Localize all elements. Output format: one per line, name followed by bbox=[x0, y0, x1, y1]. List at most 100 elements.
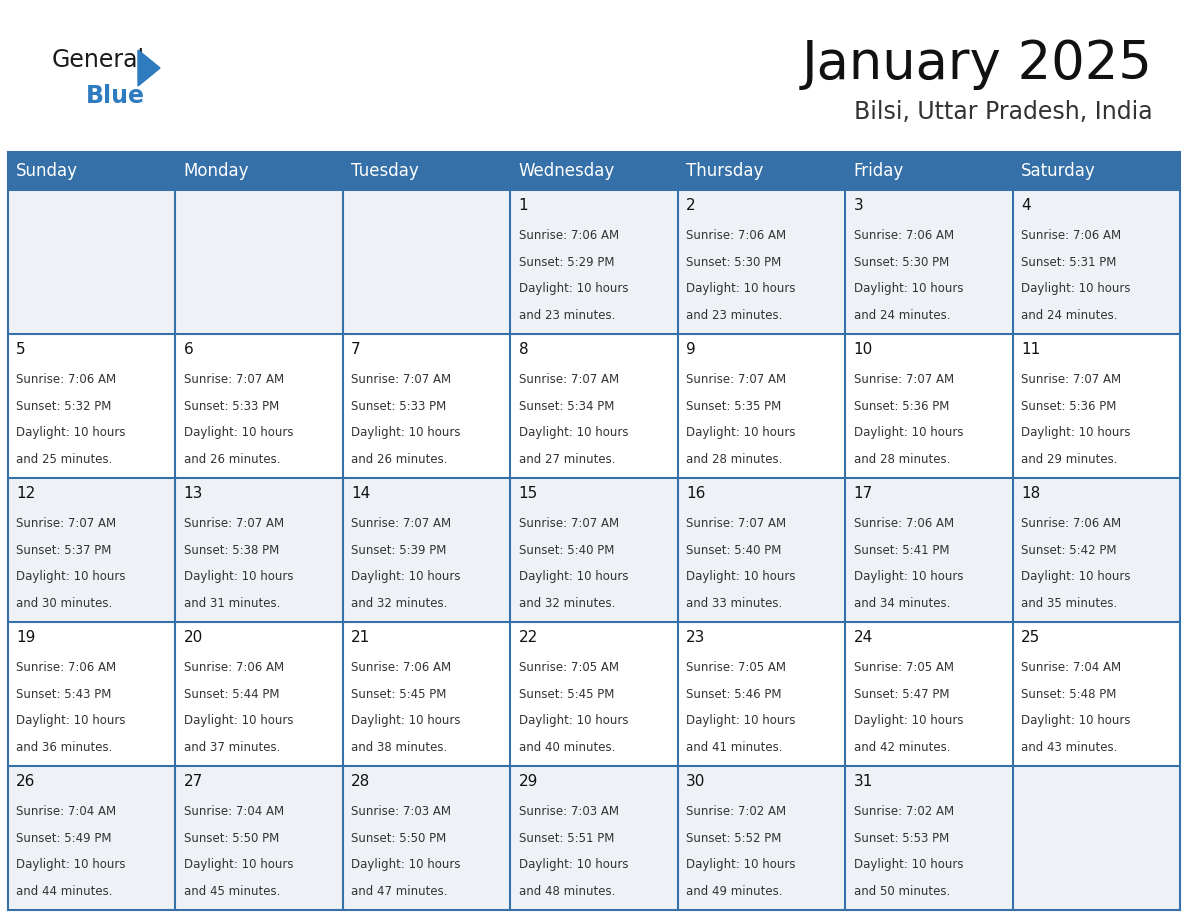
Text: and 47 minutes.: and 47 minutes. bbox=[352, 885, 448, 898]
Text: and 32 minutes.: and 32 minutes. bbox=[352, 597, 448, 610]
Text: Sunset: 5:38 PM: Sunset: 5:38 PM bbox=[184, 543, 279, 556]
Text: 14: 14 bbox=[352, 486, 371, 501]
Text: 6: 6 bbox=[184, 342, 194, 357]
Text: 15: 15 bbox=[519, 486, 538, 501]
Text: Sunrise: 7:07 AM: Sunrise: 7:07 AM bbox=[352, 517, 451, 530]
Text: Sunset: 5:50 PM: Sunset: 5:50 PM bbox=[184, 832, 279, 845]
Text: Sunrise: 7:06 AM: Sunrise: 7:06 AM bbox=[184, 661, 284, 674]
Text: Daylight: 10 hours: Daylight: 10 hours bbox=[687, 858, 796, 871]
Bar bbox=[677, 152, 845, 190]
Bar bbox=[176, 766, 343, 910]
Text: 26: 26 bbox=[17, 774, 36, 789]
Text: and 25 minutes.: and 25 minutes. bbox=[17, 453, 113, 465]
Text: and 41 minutes.: and 41 minutes. bbox=[687, 741, 783, 754]
Text: 11: 11 bbox=[1020, 342, 1041, 357]
Text: Daylight: 10 hours: Daylight: 10 hours bbox=[519, 714, 628, 727]
Bar bbox=[8, 152, 176, 190]
Text: Sunset: 5:49 PM: Sunset: 5:49 PM bbox=[17, 832, 112, 845]
Text: and 26 minutes.: and 26 minutes. bbox=[352, 453, 448, 465]
Text: and 34 minutes.: and 34 minutes. bbox=[853, 597, 950, 610]
Text: Sunset: 5:42 PM: Sunset: 5:42 PM bbox=[1020, 543, 1117, 556]
Text: January 2025: January 2025 bbox=[802, 38, 1154, 90]
Text: and 37 minutes.: and 37 minutes. bbox=[184, 741, 280, 754]
Text: Sunrise: 7:05 AM: Sunrise: 7:05 AM bbox=[687, 661, 786, 674]
Text: Sunset: 5:40 PM: Sunset: 5:40 PM bbox=[687, 543, 782, 556]
Text: Sunrise: 7:07 AM: Sunrise: 7:07 AM bbox=[687, 517, 786, 530]
Text: Monday: Monday bbox=[184, 162, 249, 180]
Text: Sunrise: 7:04 AM: Sunrise: 7:04 AM bbox=[17, 805, 116, 818]
Text: Sunset: 5:51 PM: Sunset: 5:51 PM bbox=[519, 832, 614, 845]
Bar bbox=[511, 478, 677, 622]
Text: Saturday: Saturday bbox=[1020, 162, 1095, 180]
Text: Sunrise: 7:07 AM: Sunrise: 7:07 AM bbox=[184, 517, 284, 530]
Text: Sunset: 5:37 PM: Sunset: 5:37 PM bbox=[17, 543, 112, 556]
Text: Sunrise: 7:06 AM: Sunrise: 7:06 AM bbox=[352, 661, 451, 674]
Bar bbox=[176, 478, 343, 622]
Text: and 31 minutes.: and 31 minutes. bbox=[184, 597, 280, 610]
Text: Daylight: 10 hours: Daylight: 10 hours bbox=[184, 426, 293, 439]
Text: Sunrise: 7:03 AM: Sunrise: 7:03 AM bbox=[519, 805, 619, 818]
Text: and 29 minutes.: and 29 minutes. bbox=[1020, 453, 1118, 465]
Text: Daylight: 10 hours: Daylight: 10 hours bbox=[184, 858, 293, 871]
Text: 29: 29 bbox=[519, 774, 538, 789]
Text: 19: 19 bbox=[17, 630, 36, 645]
Text: 13: 13 bbox=[184, 486, 203, 501]
Text: 17: 17 bbox=[853, 486, 873, 501]
Text: Sunset: 5:40 PM: Sunset: 5:40 PM bbox=[519, 543, 614, 556]
Bar bbox=[845, 152, 1012, 190]
Text: and 28 minutes.: and 28 minutes. bbox=[853, 453, 950, 465]
Bar bbox=[677, 190, 845, 334]
Text: Wednesday: Wednesday bbox=[519, 162, 615, 180]
Text: Daylight: 10 hours: Daylight: 10 hours bbox=[352, 858, 461, 871]
Text: 2: 2 bbox=[687, 198, 696, 213]
Text: 12: 12 bbox=[17, 486, 36, 501]
Text: and 44 minutes.: and 44 minutes. bbox=[17, 885, 113, 898]
Text: Sunrise: 7:04 AM: Sunrise: 7:04 AM bbox=[184, 805, 284, 818]
Text: and 27 minutes.: and 27 minutes. bbox=[519, 453, 615, 465]
Text: and 38 minutes.: and 38 minutes. bbox=[352, 741, 448, 754]
Text: 22: 22 bbox=[519, 630, 538, 645]
Bar bbox=[511, 190, 677, 334]
Bar bbox=[845, 622, 1012, 766]
Text: and 48 minutes.: and 48 minutes. bbox=[519, 885, 615, 898]
Bar bbox=[1012, 622, 1180, 766]
Text: 30: 30 bbox=[687, 774, 706, 789]
Bar bbox=[1012, 334, 1180, 478]
Bar bbox=[343, 478, 511, 622]
Text: Daylight: 10 hours: Daylight: 10 hours bbox=[1020, 714, 1131, 727]
Text: Sunrise: 7:02 AM: Sunrise: 7:02 AM bbox=[853, 805, 954, 818]
Text: and 49 minutes.: and 49 minutes. bbox=[687, 885, 783, 898]
Bar bbox=[1012, 152, 1180, 190]
Text: Daylight: 10 hours: Daylight: 10 hours bbox=[519, 570, 628, 583]
Text: 7: 7 bbox=[352, 342, 361, 357]
Bar bbox=[176, 190, 343, 334]
Polygon shape bbox=[138, 50, 160, 86]
Text: 16: 16 bbox=[687, 486, 706, 501]
Text: 18: 18 bbox=[1020, 486, 1041, 501]
Text: Daylight: 10 hours: Daylight: 10 hours bbox=[853, 858, 963, 871]
Text: Daylight: 10 hours: Daylight: 10 hours bbox=[17, 426, 126, 439]
Text: Sunrise: 7:07 AM: Sunrise: 7:07 AM bbox=[184, 373, 284, 386]
Bar bbox=[8, 622, 176, 766]
Text: Daylight: 10 hours: Daylight: 10 hours bbox=[519, 426, 628, 439]
Text: and 35 minutes.: and 35 minutes. bbox=[1020, 597, 1117, 610]
Text: Sunrise: 7:07 AM: Sunrise: 7:07 AM bbox=[17, 517, 116, 530]
Text: Daylight: 10 hours: Daylight: 10 hours bbox=[184, 570, 293, 583]
Text: Sunset: 5:45 PM: Sunset: 5:45 PM bbox=[352, 688, 447, 700]
Text: Sunset: 5:44 PM: Sunset: 5:44 PM bbox=[184, 688, 279, 700]
Bar bbox=[511, 622, 677, 766]
Text: and 45 minutes.: and 45 minutes. bbox=[184, 885, 280, 898]
Text: 8: 8 bbox=[519, 342, 529, 357]
Text: and 40 minutes.: and 40 minutes. bbox=[519, 741, 615, 754]
Text: 9: 9 bbox=[687, 342, 696, 357]
Text: Daylight: 10 hours: Daylight: 10 hours bbox=[853, 426, 963, 439]
Text: Sunrise: 7:07 AM: Sunrise: 7:07 AM bbox=[1020, 373, 1121, 386]
Text: 31: 31 bbox=[853, 774, 873, 789]
Text: Sunrise: 7:07 AM: Sunrise: 7:07 AM bbox=[352, 373, 451, 386]
Text: and 36 minutes.: and 36 minutes. bbox=[17, 741, 113, 754]
Text: and 23 minutes.: and 23 minutes. bbox=[519, 308, 615, 322]
Text: Sunset: 5:47 PM: Sunset: 5:47 PM bbox=[853, 688, 949, 700]
Text: Daylight: 10 hours: Daylight: 10 hours bbox=[519, 858, 628, 871]
Text: Sunrise: 7:06 AM: Sunrise: 7:06 AM bbox=[17, 373, 116, 386]
Text: Sunrise: 7:07 AM: Sunrise: 7:07 AM bbox=[687, 373, 786, 386]
